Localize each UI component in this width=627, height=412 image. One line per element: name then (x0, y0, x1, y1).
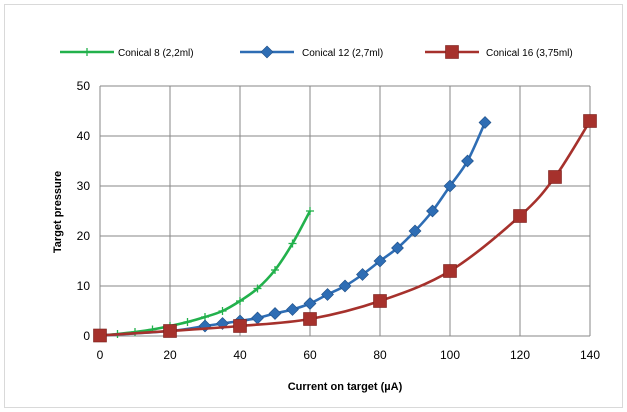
conical-12-point (286, 303, 299, 316)
conical-16-point (443, 264, 457, 278)
conical-16-line (99, 120, 592, 337)
conical-16-point (513, 209, 527, 223)
conical-12-series (93, 116, 492, 342)
legend-label: Conical 8 (2,2ml) (118, 48, 194, 59)
legend-item-conical-16: Conical 16 (3,75ml) (425, 45, 573, 59)
legend-item-conical-12: Conical 12 (2,7ml) (240, 45, 383, 59)
y-tick-label: 50 (77, 79, 91, 93)
conical-12-point (268, 307, 282, 320)
conical-12-point (426, 204, 439, 218)
y-axis-title: Target pressure (52, 171, 64, 253)
conical-16-series (93, 114, 597, 343)
legend-label: Conical 12 (2,7ml) (302, 48, 383, 59)
tick-labels: 0 20 40 60 80 100 120 140 0 10 20 30 40 50 (77, 79, 601, 362)
legend: Conical 8 (2,2ml) Conical 12 (2,7ml) Conic… (60, 45, 573, 59)
conical-8-point (288, 239, 297, 248)
conical-8-point (236, 297, 244, 305)
conical-16-point (548, 170, 562, 184)
conical-16-point (163, 324, 177, 338)
conical-8-point (183, 318, 192, 326)
conical-12-point (373, 254, 387, 268)
x-tick-label: 40 (233, 348, 247, 362)
legend-label: Conical 16 (3,75ml) (486, 48, 573, 59)
y-tick-label: 40 (77, 129, 91, 143)
x-tick-label: 60 (303, 348, 317, 362)
x-tick-label: 0 (97, 348, 104, 362)
conical-8-point (271, 266, 279, 274)
conical-12-point (303, 297, 317, 310)
conical-12-point (356, 268, 369, 281)
grid (100, 85, 591, 336)
conical-8-point (218, 307, 227, 315)
axes (99, 86, 590, 337)
conical-16-point (583, 114, 597, 128)
x-axis-title: Current on target (µA) (288, 381, 403, 393)
series-layer (93, 114, 597, 343)
x-tick-label: 140 (580, 348, 600, 362)
legend-item-conical-8: Conical 8 (2,2ml) (60, 48, 194, 59)
conical-16-point (93, 328, 107, 343)
x-tick-label: 20 (163, 348, 177, 362)
y-tick-label: 30 (77, 179, 91, 193)
conical-12-point (391, 241, 404, 255)
x-tick-label: 120 (510, 348, 530, 362)
conical-8-point (253, 284, 262, 293)
conical-16-point (373, 294, 387, 308)
conical-16-point (303, 312, 317, 326)
conical-12-point (251, 311, 264, 325)
y-tick-label: 20 (77, 229, 91, 243)
conical-12-point (338, 279, 352, 293)
conical-12-point (321, 288, 334, 301)
legend-swatch-marker (260, 45, 274, 59)
conical-12-point (461, 154, 474, 168)
legend-swatch-marker (83, 48, 91, 56)
conical-12-point (408, 224, 422, 238)
x-tick-label: 100 (440, 348, 460, 362)
y-tick-label: 0 (83, 329, 90, 343)
conical-8-point (306, 207, 314, 215)
conical-16-point (233, 319, 247, 333)
conical-12-point (443, 179, 457, 193)
x-tick-label: 80 (373, 348, 387, 362)
conical-12-point (478, 116, 492, 129)
legend-swatch-marker (445, 45, 459, 59)
y-tick-label: 10 (77, 279, 91, 293)
